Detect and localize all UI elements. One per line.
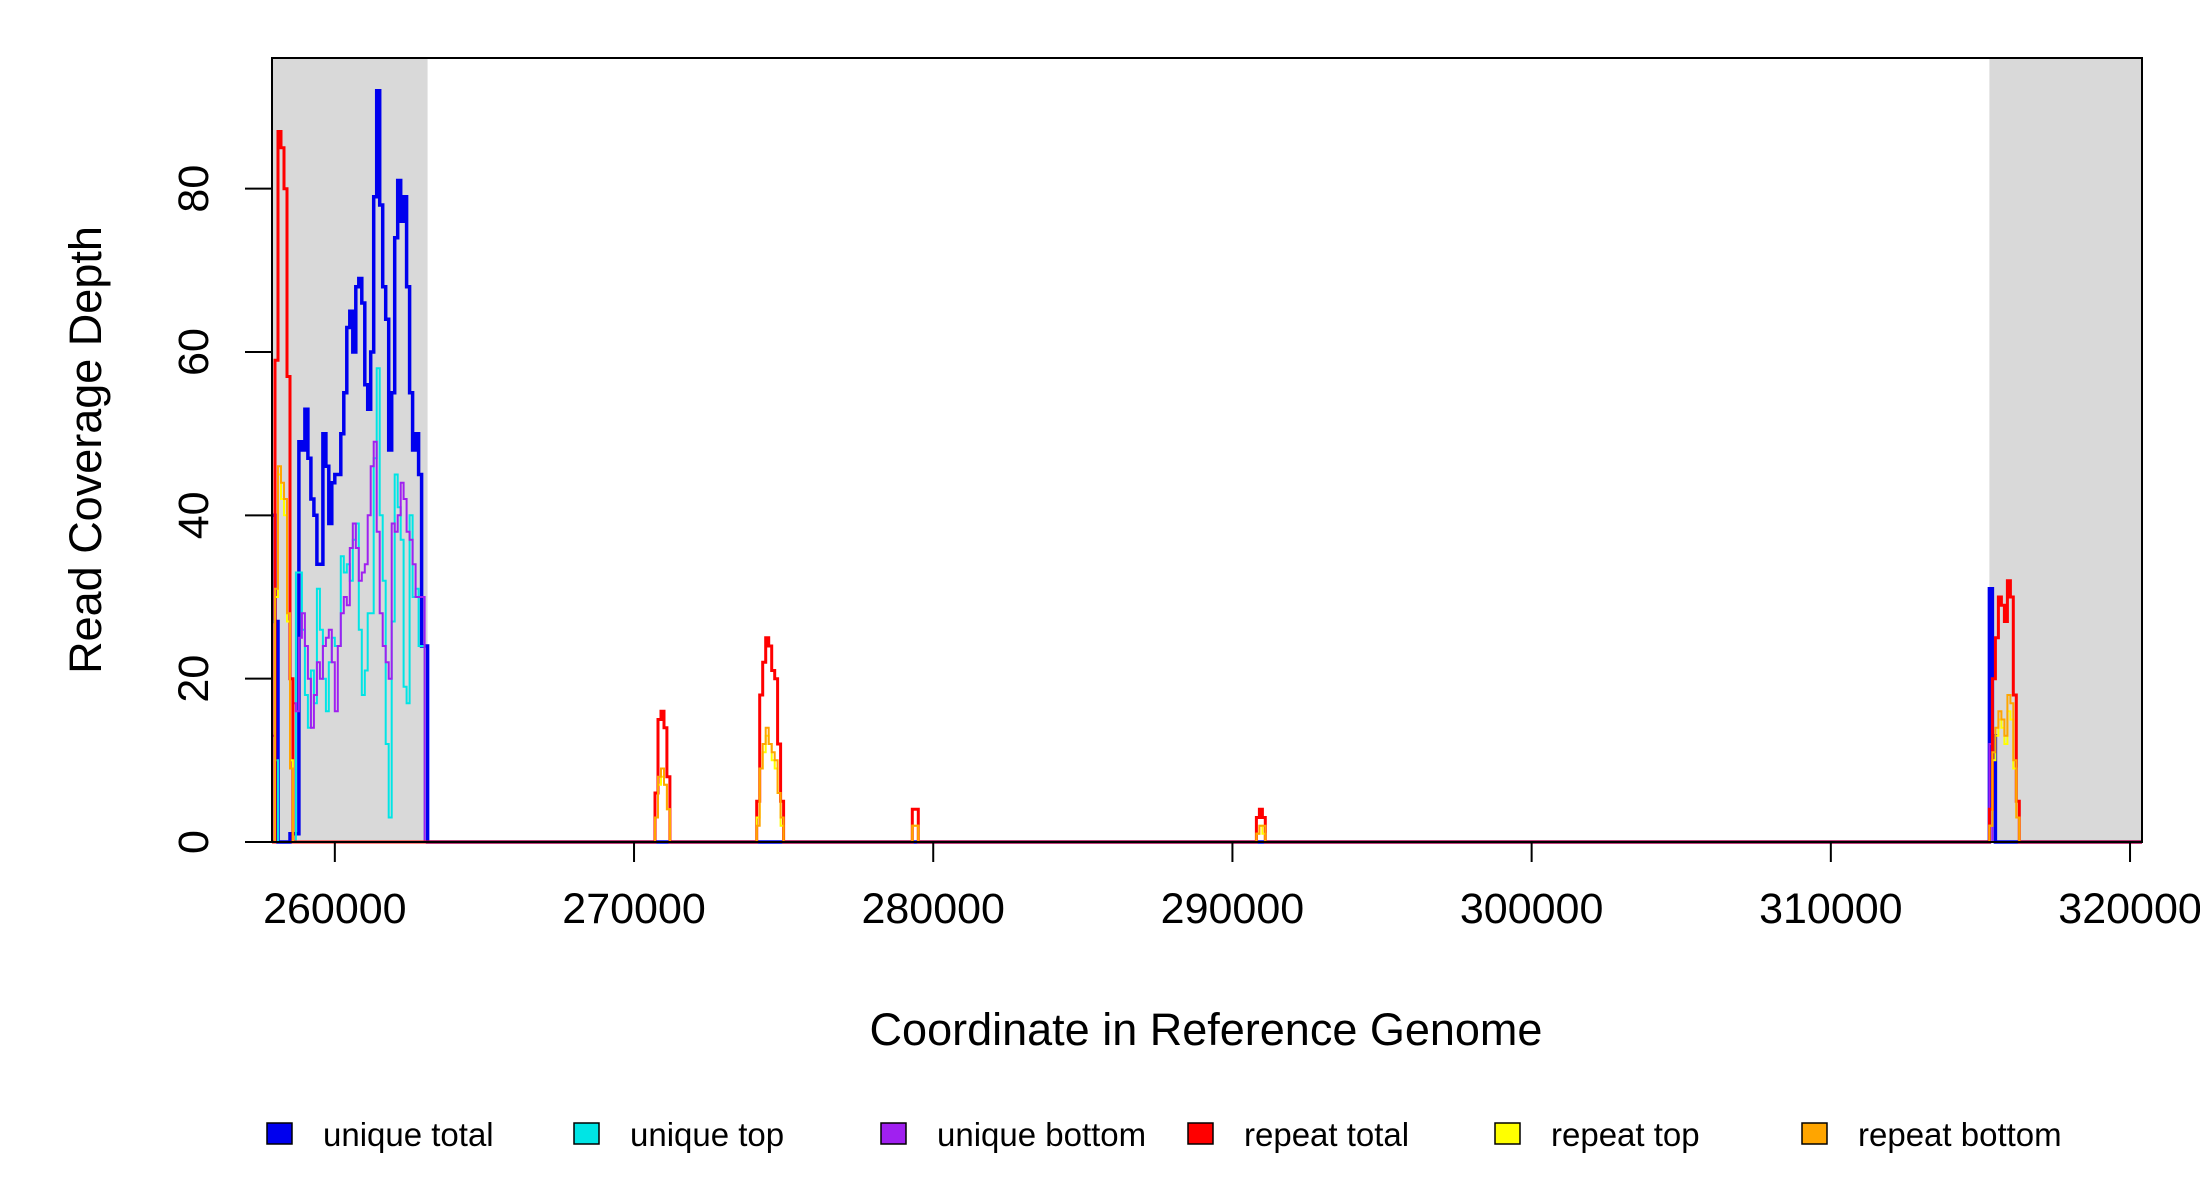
x-tick-label: 280000 xyxy=(861,885,1005,933)
legend-label: unique top xyxy=(630,1116,784,1153)
series-unique-bottom xyxy=(272,440,2142,843)
y-tick-label: 80 xyxy=(170,165,218,213)
series-repeat-top xyxy=(272,473,2142,843)
legend-label: repeat top xyxy=(1551,1116,1700,1153)
series-unique-total xyxy=(272,88,2142,844)
legend-swatch xyxy=(880,1122,907,1145)
x-tick-label: 310000 xyxy=(1759,885,1903,933)
x-axis: 260000 270000 280000 290000 300000 310000 3200… xyxy=(263,841,2200,933)
legend-swatch xyxy=(1187,1122,1214,1145)
legend-swatch xyxy=(1494,1122,1521,1145)
shaded-region-2 xyxy=(1989,58,2142,842)
series-lines xyxy=(272,88,2142,844)
y-tick-label: 60 xyxy=(170,328,218,376)
x-tick-label: 290000 xyxy=(1161,885,1305,933)
legend-swatch xyxy=(1801,1122,1828,1145)
legend-label: unique bottom xyxy=(937,1116,1146,1153)
legend-label: repeat total xyxy=(1244,1116,1409,1153)
x-tick-label: 320000 xyxy=(2058,885,2200,933)
plot-frame xyxy=(271,57,2143,843)
x-tick-label: 260000 xyxy=(263,885,407,933)
legend-swatch xyxy=(266,1122,293,1145)
legend-swatch xyxy=(573,1122,600,1145)
y-axis: 0 20 40 60 80 xyxy=(170,165,273,854)
y-tick-label: 0 xyxy=(170,830,218,854)
shaded-regions xyxy=(272,58,2142,842)
series-repeat-total xyxy=(272,130,2142,844)
y-axis-title: Read Coverage Depth xyxy=(60,226,111,674)
x-tick-label: 270000 xyxy=(562,885,706,933)
y-tick-label: 40 xyxy=(170,491,218,539)
y-tick-label: 20 xyxy=(170,655,218,703)
x-tick-label: 300000 xyxy=(1460,885,1604,933)
series-unique-top xyxy=(272,367,2142,843)
legend-label: repeat bottom xyxy=(1858,1116,2062,1153)
legend: unique total unique top unique bottom repea… xyxy=(266,1116,2062,1153)
legend-label: unique total xyxy=(323,1116,494,1153)
x-axis-title: Coordinate in Reference Genome xyxy=(870,1004,1543,1055)
series-repeat-bottom xyxy=(272,465,2142,843)
